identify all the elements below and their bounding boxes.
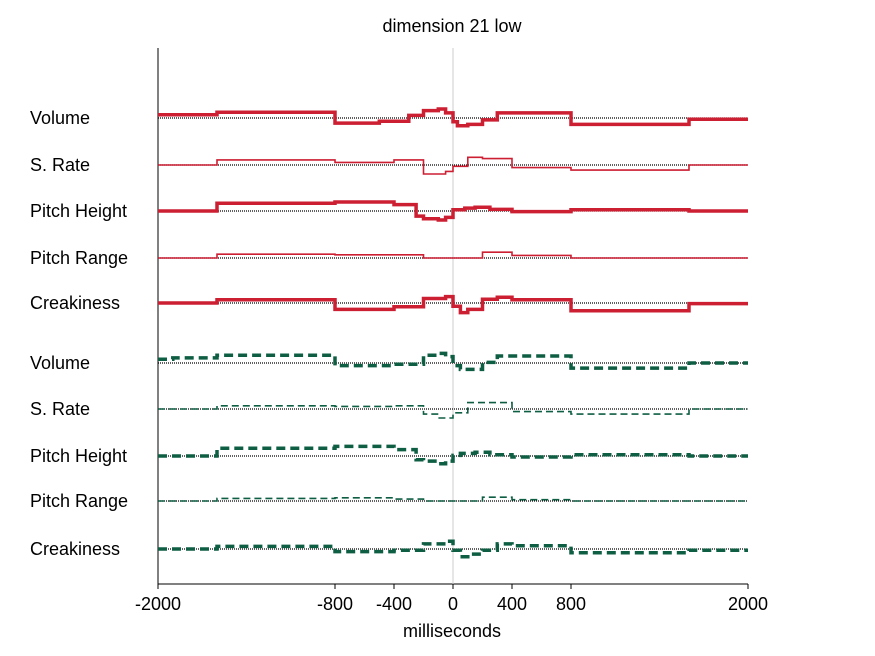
series-label: Pitch Height xyxy=(30,446,127,466)
series-line xyxy=(158,539,748,559)
series-line xyxy=(158,200,748,222)
x-axis-ticks: -2000 -800 -400 0 400 800 2000 xyxy=(135,584,768,614)
series-line xyxy=(158,351,748,372)
series-line xyxy=(158,107,748,128)
series-label: Pitch Range xyxy=(30,491,128,511)
series-line xyxy=(158,401,748,419)
series-row-red-solid-creakiness: Creakiness xyxy=(30,293,748,315)
series-row-green-dashed-pitch-height: Pitch Height xyxy=(30,444,748,466)
x-tick-label: -400 xyxy=(376,594,412,614)
chart-title: dimension 21 low xyxy=(382,16,522,36)
series-label: S. Rate xyxy=(30,399,90,419)
x-tick-label: -2000 xyxy=(135,594,181,614)
series-row-red-solid-pitch-height: Pitch Height xyxy=(30,200,748,222)
series-row-green-dashed-s-rate: S. Rate xyxy=(30,399,748,419)
series-line xyxy=(158,294,748,315)
series-row-green-dashed-pitch-range: Pitch Range xyxy=(30,491,748,511)
series-row-red-solid-s-rate: S. Rate xyxy=(30,155,748,175)
x-tick-label: 800 xyxy=(556,594,586,614)
x-tick-label: 2000 xyxy=(728,594,768,614)
series-label: Creakiness xyxy=(30,293,120,313)
x-tick-label: -800 xyxy=(317,594,353,614)
series-label: Creakiness xyxy=(30,539,120,559)
series-label: Volume xyxy=(30,108,90,128)
x-tick-label: 400 xyxy=(497,594,527,614)
series-label: Pitch Range xyxy=(30,248,128,268)
series-label: Pitch Height xyxy=(30,201,127,221)
series-row-green-dashed-volume: Volume xyxy=(30,351,748,373)
series-label: S. Rate xyxy=(30,155,90,175)
series-line xyxy=(158,496,748,502)
series-row-red-solid-pitch-range: Pitch Range xyxy=(30,248,748,268)
x-tick-label: 0 xyxy=(448,594,458,614)
series-line xyxy=(158,251,748,259)
x-axis-label: milliseconds xyxy=(403,621,501,641)
series-rows: Volume S. Rate Pitch Height Pitch Range Crea… xyxy=(30,107,748,559)
series-line xyxy=(158,156,748,175)
series-row-green-dashed-creakiness: Creakiness xyxy=(30,539,748,559)
series-line xyxy=(158,444,748,466)
series-label: Volume xyxy=(30,353,90,373)
series-row-red-solid-volume: Volume xyxy=(30,107,748,128)
